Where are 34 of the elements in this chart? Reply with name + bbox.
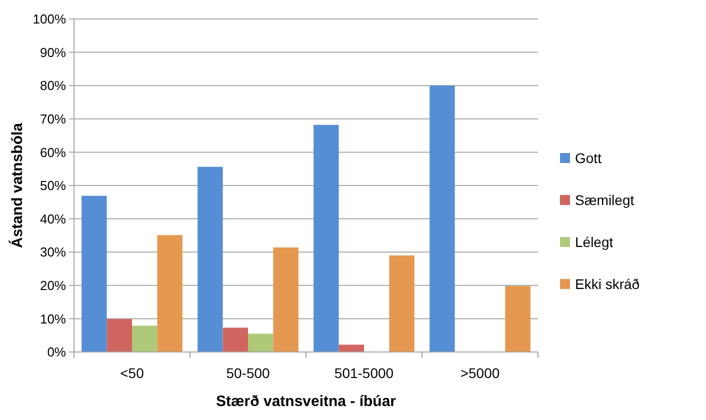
bar	[106, 319, 132, 352]
y-tick-label: 90%	[40, 44, 66, 60]
legend-label: Ekki skráð	[575, 276, 640, 292]
bar	[132, 326, 158, 352]
y-tick-label: 0%	[47, 344, 66, 360]
legend-label: Sæmilegt	[575, 192, 634, 208]
bar	[273, 247, 298, 352]
y-tick-label: 30%	[40, 244, 66, 260]
bar	[338, 344, 364, 352]
y-tick-label: 100%	[32, 12, 66, 27]
x-tick-label: 50-500	[226, 365, 270, 381]
bar	[248, 334, 274, 352]
x-tick-label: 501-5000	[334, 365, 394, 381]
legend-label: Gott	[575, 150, 602, 166]
bar	[157, 235, 182, 352]
x-tick-label: >5000	[460, 365, 500, 381]
y-tick-label: 50%	[40, 178, 66, 194]
y-tick-label: 40%	[40, 211, 66, 226]
y-tick-label: 80%	[40, 78, 66, 94]
y-tick-label: 60%	[40, 144, 66, 160]
bar	[505, 286, 530, 352]
y-tick-label: 10%	[40, 311, 66, 326]
bar	[430, 86, 455, 352]
bar	[389, 255, 414, 352]
y-tick-label: 70%	[40, 111, 66, 126]
bar	[82, 196, 107, 352]
x-axis-title: Stærð vatnsveitna - íbúar	[216, 393, 396, 410]
bar	[198, 166, 223, 352]
y-axis-title: Ástand vatnsbóla	[8, 122, 26, 248]
bar	[314, 124, 339, 352]
legend-label: Lélegt	[575, 234, 614, 250]
y-tick-label: 20%	[40, 278, 66, 293]
x-tick-label: <50	[120, 365, 144, 381]
bar	[222, 328, 248, 352]
